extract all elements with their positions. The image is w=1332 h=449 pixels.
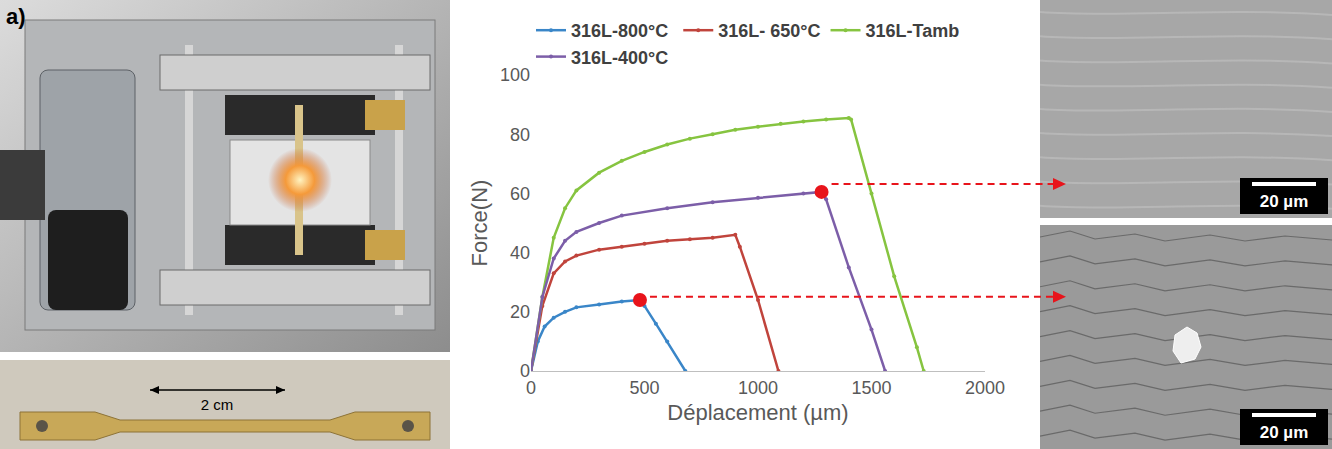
svg-text:20: 20 xyxy=(510,302,530,322)
svg-text:100: 100 xyxy=(500,65,530,85)
svg-text:316L-Tamb: 316L-Tamb xyxy=(866,21,960,41)
svg-text:1500: 1500 xyxy=(851,378,891,398)
svg-text:80: 80 xyxy=(510,125,530,145)
svg-text:1000: 1000 xyxy=(738,378,778,398)
svg-text:20 µm: 20 µm xyxy=(1260,192,1309,211)
svg-text:316L-800°C: 316L-800°C xyxy=(571,21,668,41)
svg-text:0: 0 xyxy=(526,378,536,398)
svg-text:60: 60 xyxy=(510,184,530,204)
svg-text:500: 500 xyxy=(629,378,659,398)
svg-text:316L- 650°C: 316L- 650°C xyxy=(718,21,820,41)
svg-text:2000: 2000 xyxy=(965,378,1005,398)
svg-text:0: 0 xyxy=(520,361,530,381)
svg-text:40: 40 xyxy=(510,243,530,263)
svg-text:a): a) xyxy=(6,4,26,29)
svg-text:20 µm: 20 µm xyxy=(1260,423,1309,442)
svg-text:2 cm: 2 cm xyxy=(201,396,234,413)
svg-text:Force(N): Force(N) xyxy=(467,180,492,267)
svg-text:316L-400°C: 316L-400°C xyxy=(571,48,668,68)
svg-text:Déplacement (µm): Déplacement (µm) xyxy=(667,400,848,425)
